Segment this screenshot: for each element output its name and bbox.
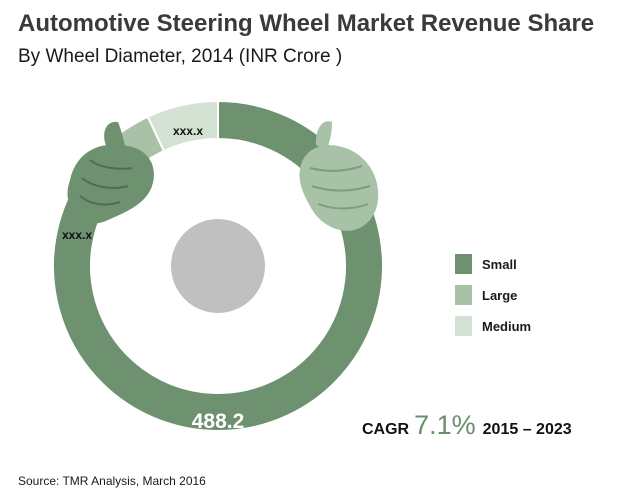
cagr-value: 7.1% <box>414 410 476 440</box>
chart-title: Automotive Steering Wheel Market Revenue… <box>18 10 595 37</box>
legend-swatch-large <box>455 285 472 305</box>
legend-label-small: Small <box>482 256 517 272</box>
data-label-medium: xxx.x <box>173 124 203 138</box>
legend-label-large: Large <box>482 287 518 303</box>
cagr-label: CAGR <box>362 421 410 438</box>
data-label-large: xxx.x <box>62 228 92 242</box>
data-label-small: 488.2 <box>192 410 245 433</box>
donut-slice-medium <box>146 99 219 153</box>
legend-item-medium: Medium <box>455 316 531 336</box>
donut-center-hub <box>171 219 265 313</box>
legend-label-medium: Medium <box>482 318 532 334</box>
chart-subtitle: By Wheel Diameter, 2014 (INR Crore ) <box>18 46 343 67</box>
right-hand-illustration <box>299 121 379 231</box>
legend: Small Large Medium <box>455 254 531 347</box>
cagr-annotation: CAGR 7.1% 2015 – 2023 <box>362 410 572 441</box>
source-note: Source: TMR Analysis, March 2016 <box>18 474 206 488</box>
cagr-period: 2015 – 2023 <box>482 421 572 438</box>
legend-item-small: Small <box>455 254 531 274</box>
legend-swatch-medium <box>455 316 472 336</box>
legend-item-large: Large <box>455 285 531 305</box>
legend-swatch-small <box>455 254 472 274</box>
left-hand-illustration <box>67 121 154 224</box>
